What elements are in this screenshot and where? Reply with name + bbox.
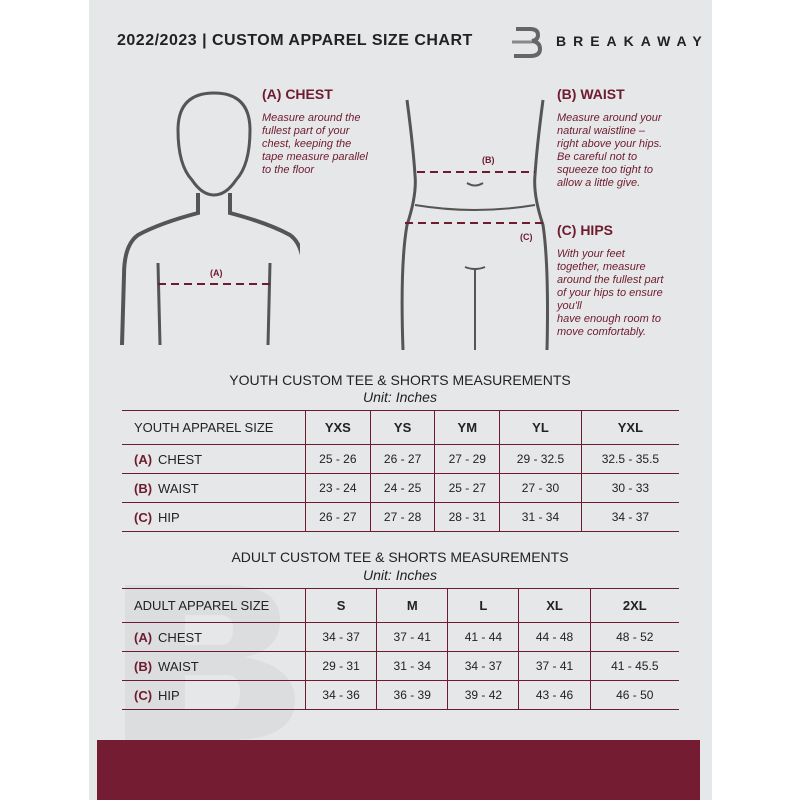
table-cell: L <box>447 588 519 623</box>
table-cell: S <box>304 588 377 623</box>
table-cell: 34 - 36 <box>304 680 377 710</box>
hips-marker: (C) <box>520 232 533 242</box>
table-cell: (C) HIP <box>122 502 306 532</box>
table-cell: YXS <box>305 410 371 445</box>
table-cell: YXL <box>580 410 679 445</box>
table-cell: 37 - 41 <box>518 651 591 681</box>
table-cell: YL <box>499 410 582 445</box>
table-cell: XL <box>518 588 591 623</box>
table-cell: 44 - 48 <box>518 622 591 652</box>
waist-marker: (B) <box>482 155 495 165</box>
table-cell: 27 - 30 <box>499 473 582 503</box>
table-cell: 2XL <box>589 588 679 623</box>
table-cell: 48 - 52 <box>589 622 679 652</box>
chest-heading: (A) CHEST <box>262 86 333 102</box>
youth-table-title: YOUTH CUSTOM TEE & SHORTS MEASUREMENTS <box>229 372 571 388</box>
table-row: (C) HIP 26 - 27 27 - 28 28 - 31 31 - 34 34 - 3… <box>122 502 679 532</box>
table-cell: 30 - 33 <box>580 473 679 503</box>
lower-body-figure: (B) (C) <box>400 99 549 350</box>
table-cell: (A) CHEST <box>122 444 306 474</box>
table-cell: YS <box>369 410 435 445</box>
table-cell: 36 - 39 <box>376 680 448 710</box>
table-cell: 34 - 37 <box>447 651 519 681</box>
table-row: (B) WAIST 29 - 31 31 - 34 34 - 37 37 - 41 41 -… <box>122 651 679 681</box>
table-cell: 27 - 28 <box>369 502 435 532</box>
table-cell: 29 - 31 <box>304 651 377 681</box>
adult-unit: Unit: Inches <box>363 567 437 583</box>
youth-unit: Unit: Inches <box>363 389 437 405</box>
table-cell: 32.5 - 35.5 <box>580 444 679 474</box>
brand-name: BREAKAWAY <box>556 33 709 49</box>
table-cell: 41 - 44 <box>447 622 519 652</box>
table-cell: (C) HIP <box>122 680 306 710</box>
table-header-row: YOUTH APPAREL SIZE YXS YS YM YL YXL <box>122 410 679 445</box>
table-cell: M <box>376 588 448 623</box>
hips-heading: (C) HIPS <box>557 222 613 238</box>
table-cell: 25 - 26 <box>305 444 371 474</box>
table-cell: 39 - 42 <box>447 680 519 710</box>
table-header-row: ADULT APPAREL SIZE S M L XL 2XL <box>122 588 679 623</box>
table-cell: 24 - 25 <box>369 473 435 503</box>
table-row: (C) HIP 34 - 36 36 - 39 39 - 42 43 - 46 46 - 5… <box>122 680 679 710</box>
hips-description: With your feet together, measure around th… <box>557 248 664 338</box>
table-cell: 26 - 27 <box>369 444 435 474</box>
chest-description: Measure around the fullest part of your ch… <box>262 112 368 176</box>
table-cell: 25 - 27 <box>434 473 500 503</box>
waist-heading: (B) WAIST <box>557 86 625 102</box>
upper-body-figure: (A) <box>120 91 300 346</box>
table-cell: 23 - 24 <box>305 473 371 503</box>
table-cell: 31 - 34 <box>376 651 448 681</box>
page-title: 2022/2023 | CUSTOM APPAREL SIZE CHART <box>117 32 473 49</box>
table-row: (B) WAIST 23 - 24 24 - 25 25 - 27 27 - 30 30 -… <box>122 473 679 503</box>
table-cell: 37 - 41 <box>376 622 448 652</box>
table-cell: 34 - 37 <box>580 502 679 532</box>
footer-band <box>97 740 700 800</box>
size-label: ADULT APPAREL SIZE <box>122 588 306 623</box>
table-cell: 27 - 29 <box>434 444 500 474</box>
adult-size-table: ADULT APPAREL SIZE S M L XL 2XL (A) CHEST 34 -… <box>122 588 679 710</box>
table-cell: 43 - 46 <box>518 680 591 710</box>
table-cell: 46 - 50 <box>589 680 679 710</box>
table-cell: 41 - 45.5 <box>589 651 679 681</box>
waist-description: Measure around your natural waistline – ri… <box>557 112 663 189</box>
breakaway-logo-icon <box>512 27 542 58</box>
adult-table-title: ADULT CUSTOM TEE & SHORTS MEASUREMENTS <box>231 549 569 565</box>
table-cell: (B) WAIST <box>122 651 306 681</box>
size-label: YOUTH APPAREL SIZE <box>122 410 306 445</box>
table-cell: YM <box>434 410 500 445</box>
table-cell: (A) CHEST <box>122 622 306 652</box>
table-cell: 34 - 37 <box>304 622 377 652</box>
chest-marker: (A) <box>210 268 223 278</box>
table-cell: 29 - 32.5 <box>499 444 582 474</box>
table-row: (A) CHEST 34 - 37 37 - 41 41 - 44 44 - 48 48 -… <box>122 622 679 652</box>
table-cell: (B) WAIST <box>122 473 306 503</box>
table-row: (A) CHEST 25 - 26 26 - 27 27 - 29 29 - 32.5 32… <box>122 444 679 474</box>
youth-size-table: YOUTH APPAREL SIZE YXS YS YM YL YXL (A) CHEST… <box>122 410 679 532</box>
table-cell: 31 - 34 <box>499 502 582 532</box>
table-cell: 26 - 27 <box>305 502 371 532</box>
table-cell: 28 - 31 <box>434 502 500 532</box>
